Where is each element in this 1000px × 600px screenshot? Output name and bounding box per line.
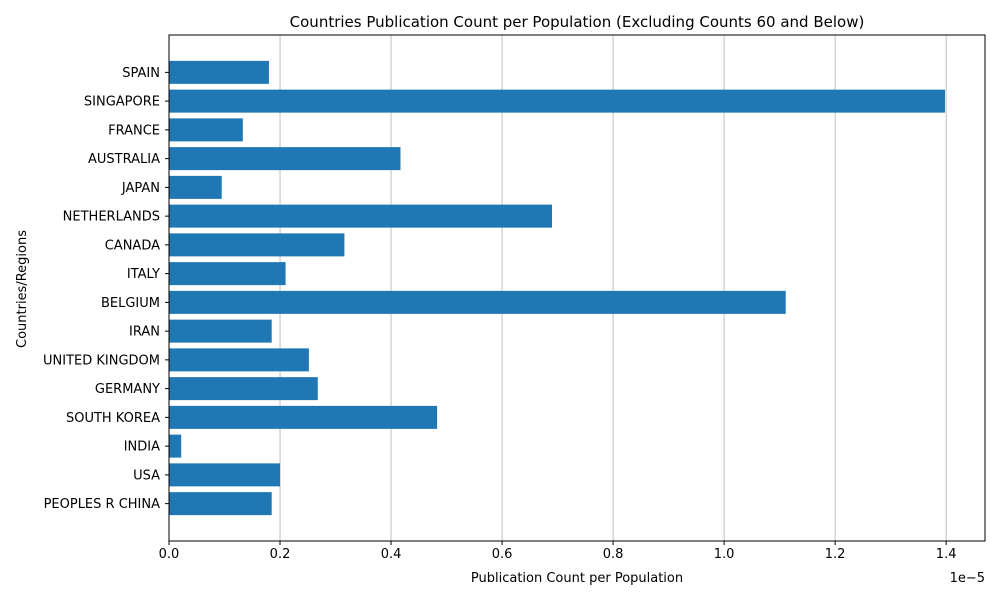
bar [169, 262, 286, 286]
bar [169, 463, 281, 487]
y-tick-label: CANADA [105, 238, 160, 253]
y-tick-label: JAPAN [121, 181, 160, 196]
x-tick-label: 1.4 [936, 547, 957, 562]
bar [169, 319, 272, 343]
y-tick-label: NETHERLANDS [63, 210, 160, 225]
y-axis-ticks: PEOPLES R CHINA USA INDIA SOUTH KOREA GERMAN… [43, 66, 169, 512]
x-axis-offset-label: 1e−5 [950, 571, 985, 586]
y-tick-label: USA [133, 468, 160, 483]
x-tick-label: 0.8 [603, 547, 624, 562]
bar [169, 147, 401, 171]
plot-area-frame [168, 34, 986, 542]
y-tick-label: BELGIUM [101, 296, 160, 311]
x-grid-lines [168, 35, 947, 541]
bar [169, 204, 553, 228]
bar [169, 290, 786, 314]
y-tick-label: SPAIN [122, 66, 160, 81]
y-tick-label: SOUTH KOREA [66, 411, 160, 426]
x-tick-label: 0.2 [270, 547, 291, 562]
y-tick-label: IRAN [129, 325, 160, 340]
x-tick-label: 0.4 [381, 547, 402, 562]
bar [169, 233, 345, 257]
x-axis-label: Publication Count per Population [471, 571, 683, 586]
y-tick-label: PEOPLES R CHINA [44, 497, 161, 512]
bar [169, 492, 272, 516]
y-tick-label: INDIA [124, 440, 160, 455]
bar [169, 118, 243, 142]
x-tick-label: 1.0 [714, 547, 735, 562]
y-tick-label: FRANCE [108, 123, 160, 138]
bar [169, 434, 182, 458]
x-tick-label: 0.0 [159, 547, 180, 562]
y-tick-label: SINGAPORE [84, 95, 160, 110]
bar [169, 377, 318, 401]
y-tick-label: ITALY [127, 267, 160, 282]
bar [169, 348, 309, 372]
x-tick-label: 1.2 [825, 547, 846, 562]
bar [169, 60, 269, 84]
bars [169, 60, 946, 516]
bar [169, 175, 222, 199]
y-tick-label: GERMANY [95, 382, 160, 397]
y-axis-label: Countries/Regions [15, 230, 30, 348]
bar [169, 405, 438, 429]
chart-title: Countries Publication Count per Populati… [290, 13, 865, 31]
x-tick-label: 0.6 [492, 547, 513, 562]
bar [169, 89, 946, 113]
y-tick-label: UNITED KINGDOM [43, 353, 160, 368]
y-tick-label: AUSTRALIA [88, 152, 160, 167]
x-axis-ticks: 0.0 0.2 0.4 0.6 0.8 1.0 1.2 1.4 [159, 541, 957, 562]
